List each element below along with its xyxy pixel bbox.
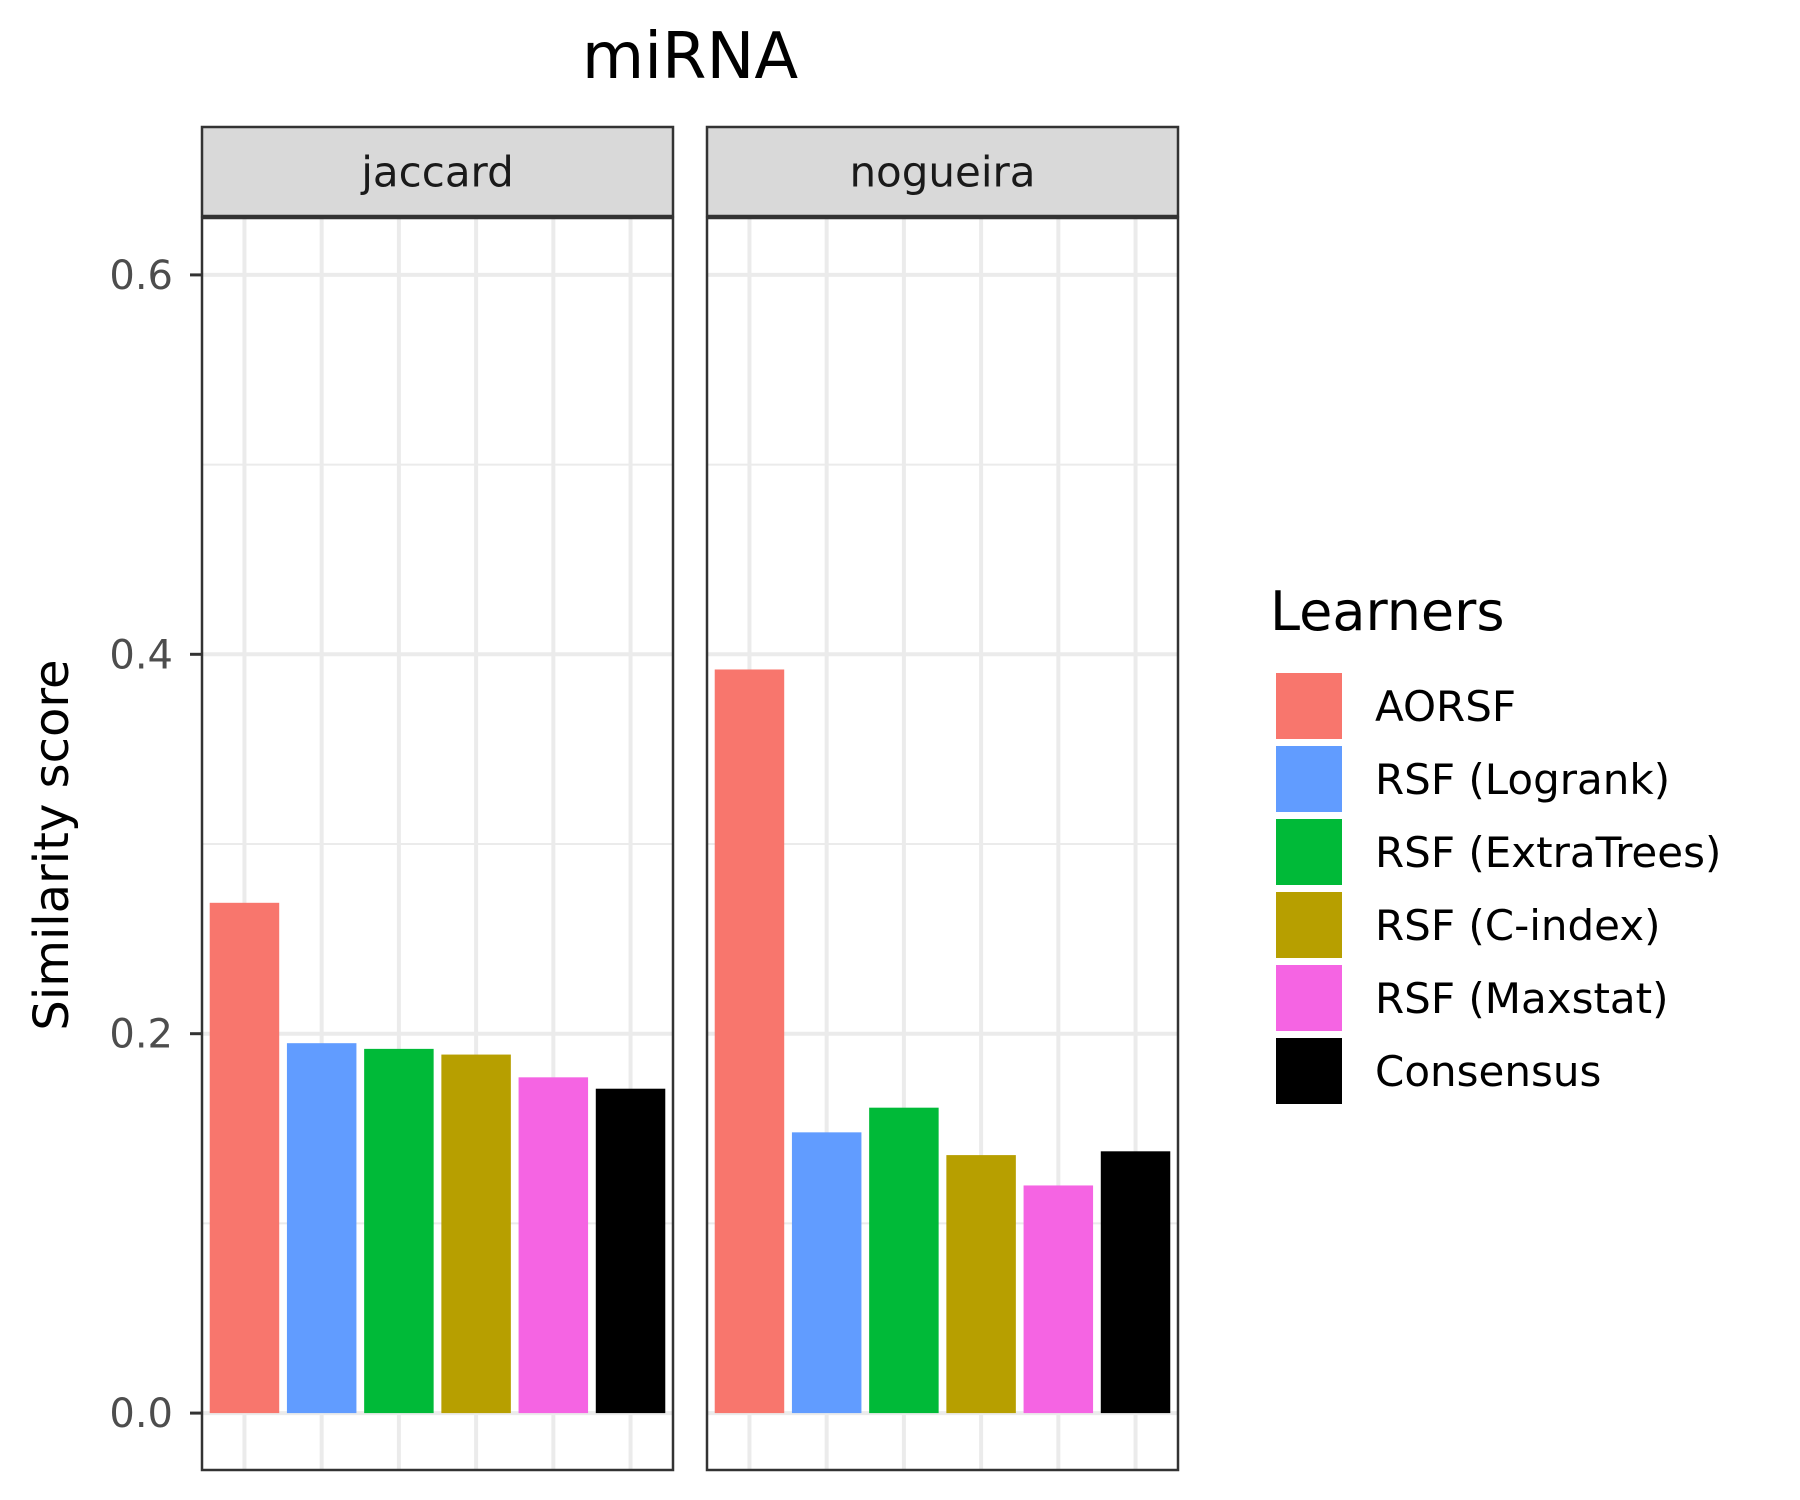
- y-tick-label: 0.6: [109, 253, 173, 299]
- legend-key: [1276, 673, 1342, 739]
- y-tick-label: 0.0: [109, 1391, 173, 1437]
- legend-label: AORSF: [1375, 682, 1516, 731]
- y-tick-label: 0.2: [109, 1012, 173, 1058]
- legend: Learners AORSF RSF (Logrank) RSF (ExtraTre…: [1270, 580, 1721, 1104]
- bar-jaccard-rsf-logrank: [286, 1043, 357, 1414]
- bar-nogueira-rsf-logrank: [791, 1132, 862, 1414]
- panel-border: [705, 216, 1180, 1472]
- bar-jaccard-rsf-maxstat: [518, 1077, 589, 1414]
- legend-item: RSF (Logrank): [1276, 746, 1670, 812]
- bar-jaccard-rsf-extratrees: [364, 1048, 434, 1414]
- facet-strip-label: jaccard: [360, 148, 514, 197]
- legend-label: RSF (C-index): [1375, 901, 1661, 950]
- legend-item: RSF (Maxstat): [1276, 965, 1669, 1031]
- y-tick-label: 0.4: [109, 632, 173, 678]
- legend-label: RSF (Maxstat): [1375, 974, 1669, 1023]
- facet-strip: [705, 125, 1180, 218]
- legend-item: RSF (ExtraTrees): [1276, 819, 1721, 885]
- bar-jaccard-rsf-c-index: [441, 1054, 511, 1414]
- facet-strip-label: nogueira: [849, 148, 1035, 197]
- legend-label: Consensus: [1375, 1047, 1601, 1096]
- legend-key: [1276, 965, 1342, 1031]
- bar-nogueira-rsf-maxstat: [1023, 1185, 1094, 1414]
- facet-panel-jaccard: jaccard: [200, 125, 675, 1472]
- bar-jaccard-consensus: [595, 1088, 666, 1414]
- y-axis-title: Similarity score: [24, 659, 80, 1030]
- facet-strip: [200, 125, 675, 218]
- facet-panel-nogueira: nogueira: [705, 125, 1180, 1472]
- legend-key: [1276, 1038, 1342, 1104]
- legend-item: AORSF: [1276, 673, 1516, 739]
- legend-title: Learners: [1270, 580, 1504, 643]
- legend-key: [1276, 819, 1342, 885]
- y-axis: 0.0 0.2 0.4 0.6: [109, 253, 202, 1437]
- bar-nogueira-rsf-extratrees: [869, 1107, 939, 1414]
- legend-item: Consensus: [1276, 1038, 1601, 1104]
- facet-panels: jaccard nogueira: [200, 125, 1180, 1472]
- legend-key: [1276, 892, 1342, 958]
- bar-nogueira-rsf-c-index: [946, 1155, 1016, 1414]
- legend-item: RSF (C-index): [1276, 892, 1661, 958]
- bar-nogueira-aorsf: [714, 669, 785, 1414]
- bar-nogueira-consensus: [1100, 1151, 1171, 1414]
- chart-title: miRNA: [582, 20, 798, 94]
- legend-label: RSF (Logrank): [1375, 755, 1670, 804]
- legend-key: [1276, 746, 1342, 812]
- legend-items: AORSF RSF (Logrank) RSF (ExtraTrees) RSF (C…: [1276, 673, 1721, 1104]
- panel-border: [200, 216, 675, 1472]
- bar-jaccard-aorsf: [209, 902, 280, 1414]
- legend-label: RSF (ExtraTrees): [1375, 828, 1721, 877]
